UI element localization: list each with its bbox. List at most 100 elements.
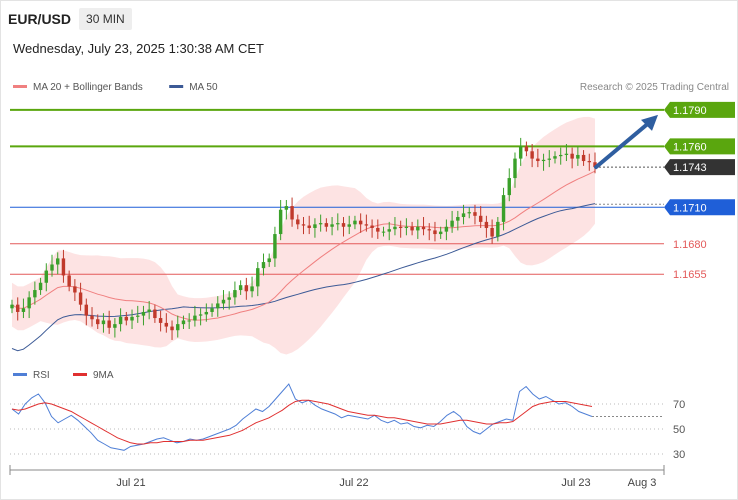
level-tag-1.1760 [664,138,735,155]
rsi-9ma-line [11,399,593,445]
candle-body-24 [147,309,151,312]
rsi-legend-label-1: 9MA [93,370,114,381]
candle-body-102 [593,162,597,168]
candle-body-32 [193,315,197,321]
rsi-legend-swatch-1 [73,373,87,376]
candle-body-87 [507,178,511,196]
candle-body-0 [10,304,14,309]
candle-body-94 [547,158,551,160]
level-text-1.1655: 1.1655 [673,269,707,281]
x-tick-1: Jul 22 [339,477,368,489]
candle-body-64 [376,227,380,232]
candle-body-49 [290,206,294,220]
candle-body-62 [364,224,369,226]
candle-body-84 [490,227,494,237]
legend-swatch-0 [13,85,27,88]
candle-body-91 [530,151,534,159]
candle-body-30 [181,320,186,325]
symbol-label[interactable]: EUR/USD [8,11,72,27]
candle-body-88 [513,158,517,179]
candle-body-97 [564,153,569,155]
candle-body-8 [56,258,60,265]
candle-body-13 [84,304,89,316]
candle-body-95 [553,156,557,159]
candle-body-47 [278,209,283,235]
level-tag-text-1.1790: 1.1790 [673,105,707,117]
candle-body-100 [581,154,586,162]
candle-body-28 [170,326,174,331]
timeframe-badge[interactable]: 30 MIN [79,8,132,30]
candle-body-82 [478,215,483,222]
level-tag-1.1710 [664,199,735,216]
candle-body-41 [244,285,249,292]
candle-body-73 [427,229,431,231]
candle-body-81 [473,212,477,216]
candle-body-68 [398,226,403,228]
candle-body-11 [73,286,77,293]
projection-arrow-shaft [594,119,652,170]
candle-body-98 [570,153,574,159]
candle-body-7 [50,264,54,271]
candle-body-85 [496,221,500,237]
candle-body-6 [44,270,49,283]
x-tick-0: Jul 21 [116,477,145,489]
candle-body-31 [187,320,191,322]
candle-body-42 [250,286,254,292]
datetime-label: Wednesday, July 23, 2025 1:30:38 AM CET [13,41,264,56]
candle-body-18 [113,324,117,328]
bollinger-band [12,116,595,355]
candle-body-17 [107,320,111,328]
candle-body-36 [216,303,220,309]
candle-body-55 [324,223,329,227]
legend-label-1: MA 50 [189,82,218,93]
candle-body-22 [136,315,140,317]
rsi-legend-label-0: RSI [33,370,50,381]
candle-body-2 [21,308,26,312]
candle-body-50 [296,219,300,225]
candle-body-71 [416,226,420,231]
candle-body-45 [267,258,271,263]
candle-body-92 [536,158,540,162]
candle-body-35 [210,308,214,312]
candle-body-90 [524,146,529,152]
projection-arrow-head [641,114,658,131]
candle-body-58 [341,223,346,227]
candle-body-57 [336,223,340,225]
candle-body-46 [273,234,277,259]
candle-body-60 [353,220,357,225]
candle-body-66 [387,229,391,232]
candle-body-20 [124,316,129,321]
candle-body-65 [381,231,386,233]
level-tag-1.1743 [664,159,735,176]
candle-body-96 [558,154,563,157]
candle-body-53 [313,224,317,228]
candle-body-69 [404,226,409,228]
rsi-tick-30: 30 [673,449,685,461]
level-tag-text-1.1710: 1.1710 [673,202,707,214]
rsi-tick-70: 70 [673,399,685,411]
candle-body-37 [221,299,226,304]
candle-body-38 [227,297,231,300]
candle-body-56 [330,224,334,227]
candle-body-83 [484,221,489,228]
chart-header: EUR/USD 30 MIN [8,8,132,30]
candle-body-5 [38,282,43,291]
rsi-tick-50: 50 [673,424,685,436]
candle-body-23 [141,311,146,316]
candle-body-4 [33,290,37,298]
candle-body-14 [90,315,94,320]
candle-body-29 [176,324,180,331]
candle-body-72 [421,226,426,230]
candle-body-51 [301,224,306,226]
level-text-1.1680: 1.1680 [673,239,707,251]
candle-body-67 [393,226,397,230]
candle-body-101 [587,161,591,163]
candle-body-44 [261,262,266,269]
candle-body-39 [233,290,237,298]
candle-body-75 [438,231,443,235]
x-tick-3: Aug 3 [628,477,657,489]
candle-body-40 [238,285,243,291]
candle-body-12 [78,292,83,305]
candle-body-80 [467,212,471,214]
